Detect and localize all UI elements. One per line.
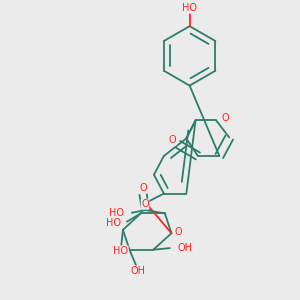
Text: HO: HO	[109, 208, 124, 218]
Text: HO: HO	[106, 218, 121, 228]
Text: O: O	[174, 226, 182, 237]
Text: HO: HO	[182, 3, 197, 13]
Text: O: O	[168, 135, 176, 146]
Text: OH: OH	[177, 243, 192, 253]
Text: HO: HO	[113, 246, 128, 256]
Text: O: O	[221, 112, 229, 123]
Text: O: O	[139, 183, 147, 193]
Text: O: O	[141, 199, 149, 209]
Text: OH: OH	[130, 266, 145, 276]
